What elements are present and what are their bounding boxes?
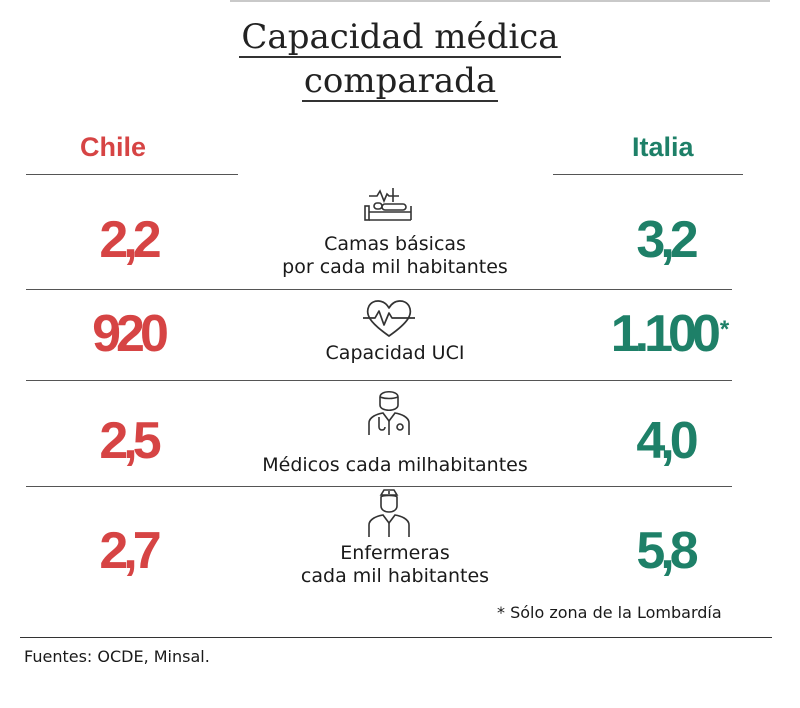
row-uci: 920 Capacidad UCI 1.100 * [0,290,800,380]
chile-header: Chile [80,132,147,162]
heartbeat-icon [363,300,415,337]
page-title: Capacidad médica comparada [0,16,800,102]
italia-value: 3,2 [636,211,698,269]
top-rule [230,0,770,2]
label-line: Enfermeras [340,542,450,564]
title-line-1: Capacidad médica [239,17,561,58]
italia-value: 4,0 [636,412,698,470]
hospital-bed-icon [364,188,412,221]
italia-value: 5,8 [636,522,698,580]
nurse-icon [368,489,410,537]
italia-value-wrap: 1.100 * [560,304,780,364]
chile-value: 920 [92,305,169,363]
row-enfermeras: 2,7 Enfermeras cada mil habitantes 5,8 [0,487,800,597]
label-line: Camas básicas [324,233,466,255]
chile-value: 2,5 [99,412,161,470]
bottom-rule [20,637,772,638]
row-divider [26,380,732,381]
label-line: Capacidad UCI [325,342,465,364]
italia-header-rule [553,174,743,175]
label-line: Médicos cada milhabitantes [262,454,528,476]
label-line: cada mil habitantes [300,565,490,587]
row-label: Médicos cada milhabitantes [230,454,560,477]
title-line-2: comparada [301,61,499,102]
chile-value: 2,2 [99,211,161,269]
row-camas: 2,2 Camas básicas por cada mil habitante… [0,180,800,288]
row-label: Enfermeras cada mil habitantes [230,542,560,588]
footnote: * Sólo zona de la Lombardía [497,603,722,622]
source-note: Fuentes: OCDE, Minsal. [24,647,210,666]
label-line: por cada mil habitantes [282,256,508,278]
footnote-mark: * [719,316,730,343]
row-label: Capacidad UCI [230,342,560,365]
italia-header: Italia [632,132,694,162]
doctor-icon [368,390,410,435]
row-label: Camas básicas por cada mil habitantes [230,233,560,279]
italia-value: 1.100 [610,305,721,363]
row-divider [26,289,732,290]
row-divider [26,486,732,487]
chile-header-rule [26,174,238,175]
row-medicos: 2,5 Médicos cada milhabitantes 4,0 [0,381,800,485]
chile-value: 2,7 [99,522,161,580]
